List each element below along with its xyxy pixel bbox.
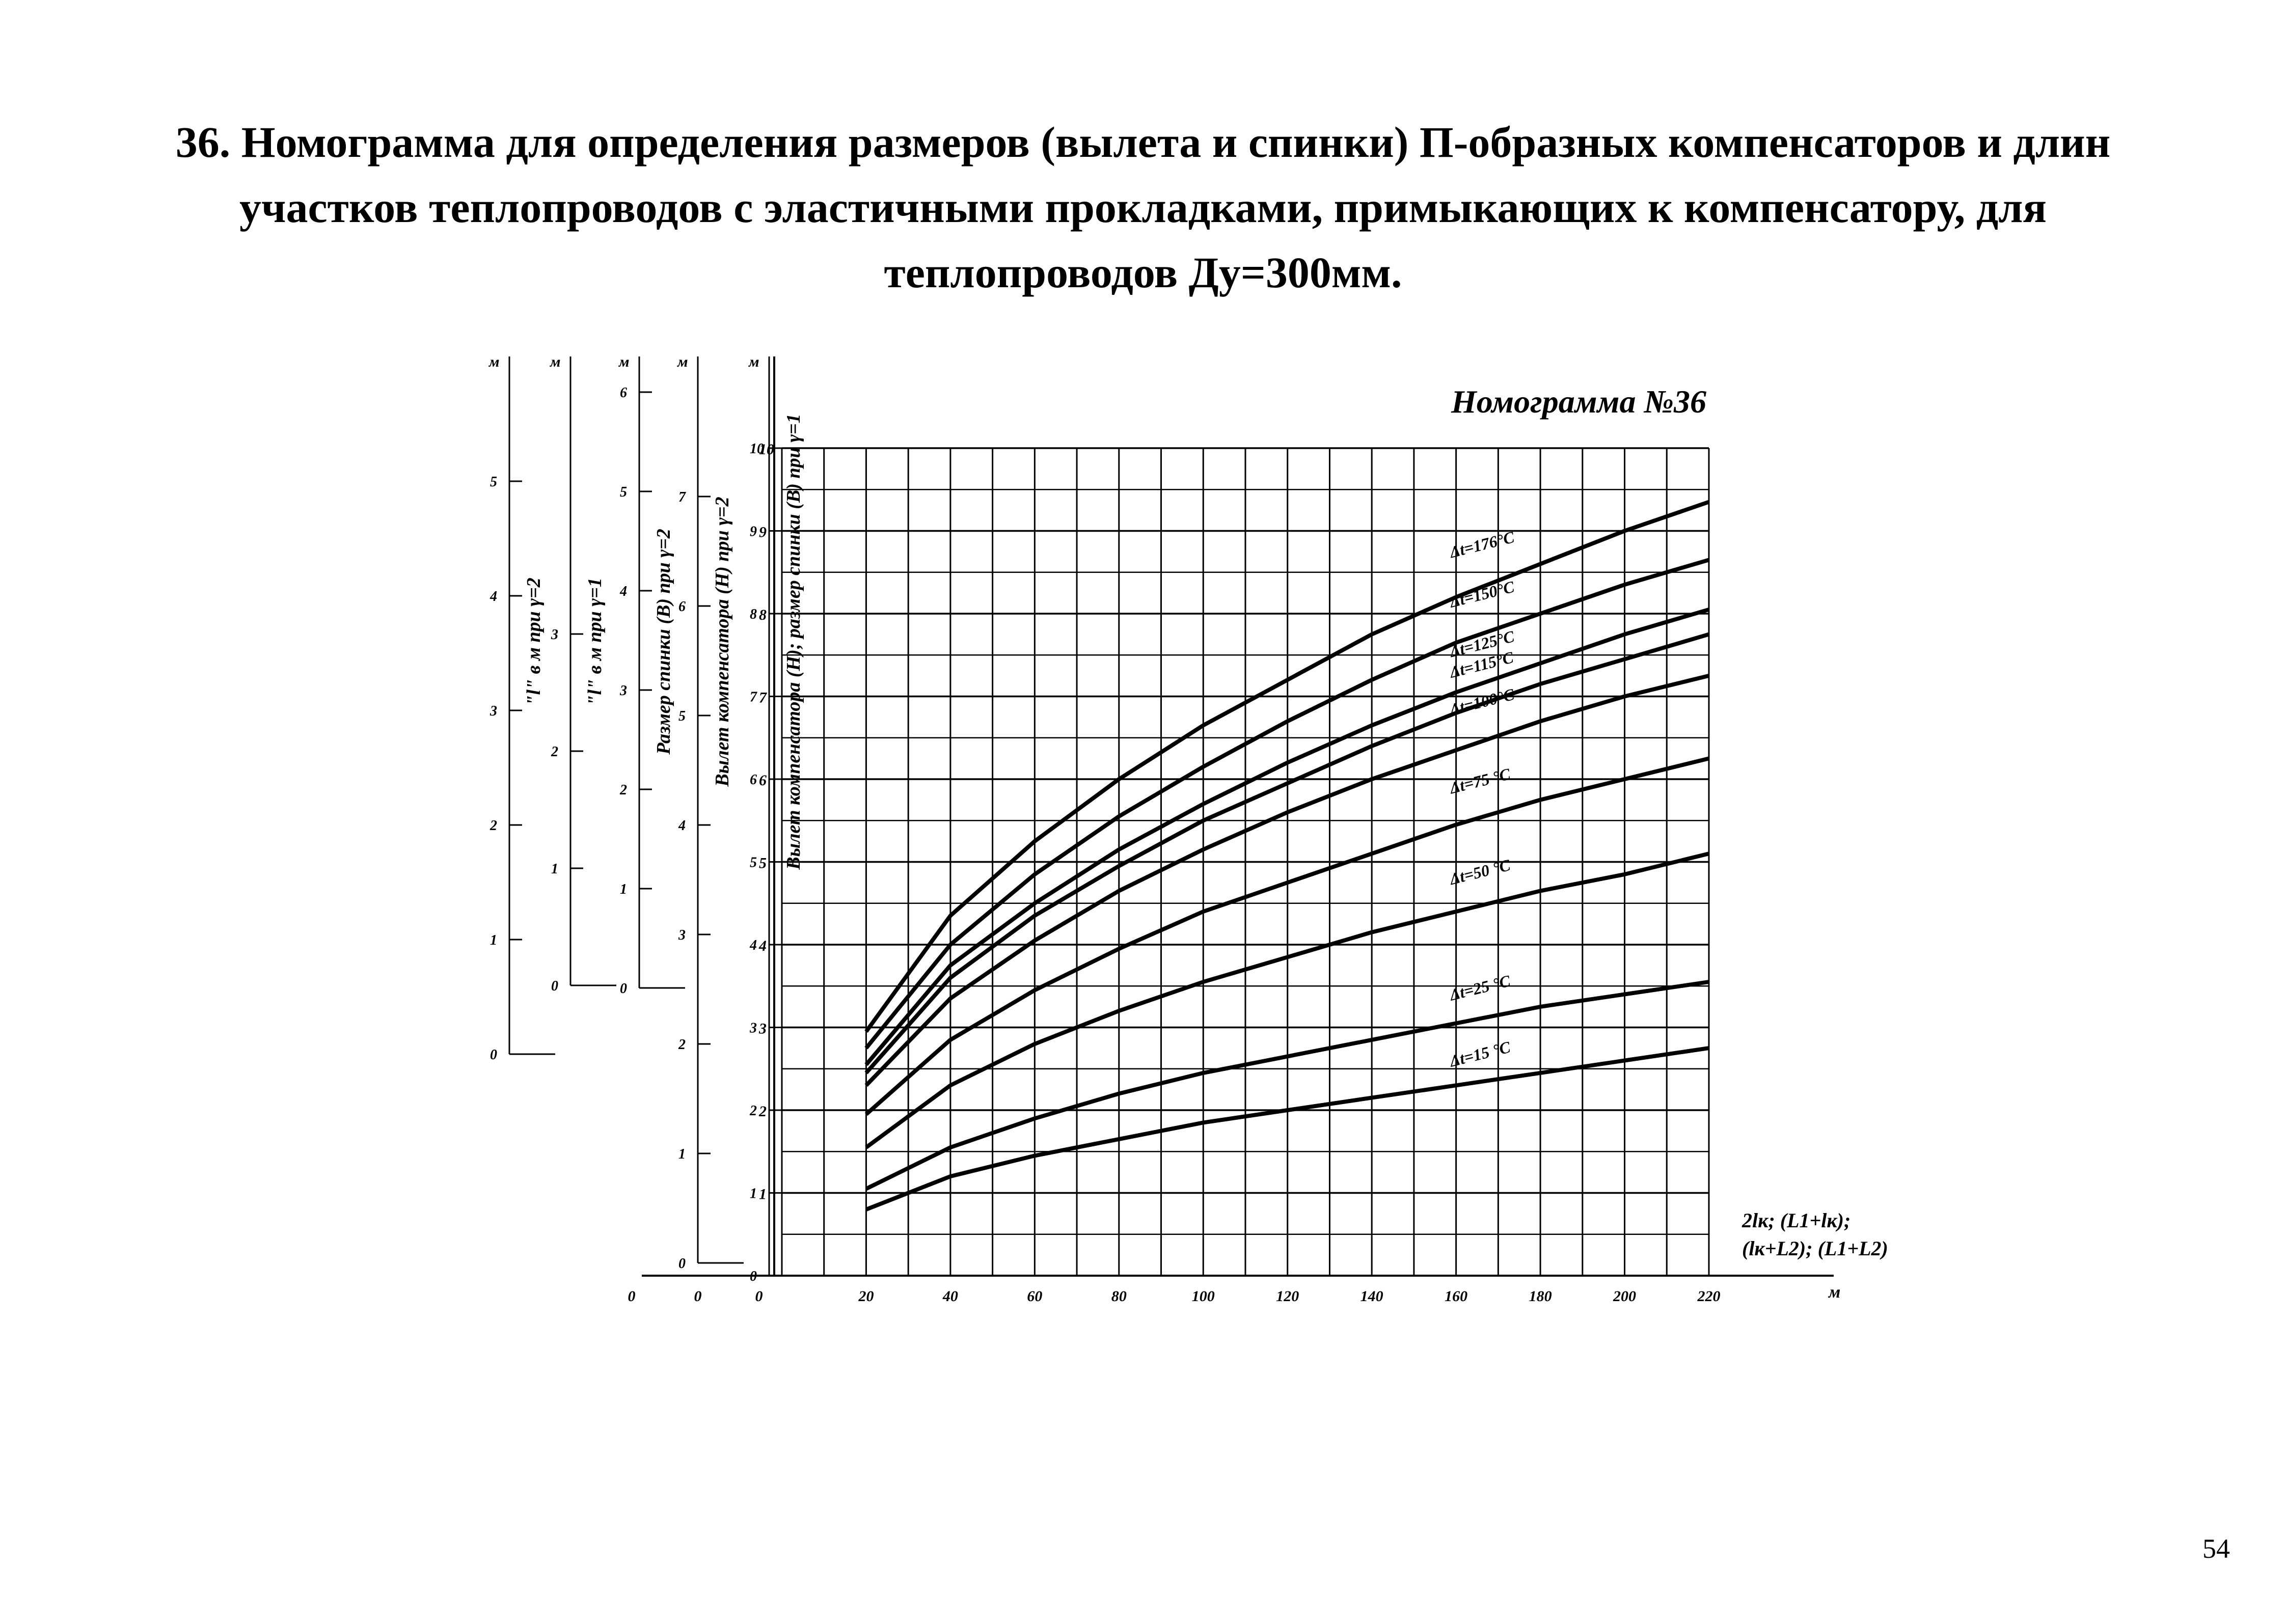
aux-tick-label: 10 (750, 441, 764, 457)
series-label: Δt=150°C (1447, 577, 1516, 611)
x-tick-label: 20 (858, 1288, 874, 1305)
series-line (865, 851, 1709, 1149)
aux-tick-label: 1 (750, 1186, 757, 1202)
aux-scale-unit: м (618, 353, 630, 370)
x-tick-label: 80 (1111, 1288, 1127, 1305)
aux-tick-label: 4 (749, 938, 757, 953)
aux-tick-label: 1 (678, 1146, 686, 1162)
y-tick-label: 5 (759, 855, 767, 872)
aux-scale-label: Размер спинки (B) при γ=2 (653, 529, 674, 755)
aux-tick-label: 4 (489, 589, 497, 604)
aux-tick-label: 4 (619, 584, 627, 599)
x-tick-label: 100 (1192, 1288, 1215, 1305)
aux-tick-label: 9 (750, 524, 757, 540)
chart-title: Номограмма №36 (1451, 383, 1706, 420)
x-tick-label: 120 (1276, 1288, 1299, 1305)
aux-tick-label: 2 (749, 1103, 757, 1119)
aux-tick-label: 0 (551, 978, 558, 994)
title-line-2: участков теплопроводов с эластичными про… (239, 183, 2047, 232)
title-line-3: теплопроводов Ду=300мм. (884, 248, 1402, 297)
y-tick-label: 7 (759, 690, 767, 706)
x-tick-label: 160 (1445, 1288, 1467, 1305)
aux-tick-label: 3 (749, 1021, 757, 1036)
x-zero-label: 0 (755, 1288, 763, 1305)
aux-tick-label: 2 (551, 744, 558, 760)
y-tick-label: 8 (759, 607, 767, 623)
x-axis-label-line1: 2lк; (L1+lк); (1741, 1209, 1850, 1232)
aux-tick-label: 1 (551, 861, 558, 877)
x-axis-label-line2: (lк+L2); (L1+L2) (1742, 1237, 1888, 1260)
x-tick-label: 180 (1529, 1288, 1552, 1305)
series-line (865, 1046, 1709, 1212)
aux-tick-label: 0 (750, 1269, 757, 1284)
title-line-1: 36. Номограмма для определения размеров … (175, 118, 2111, 167)
aux-scale-label: Вылет компенсатора (H) при γ=2 (712, 497, 733, 787)
series-line (864, 608, 1710, 1066)
aux-tick-label: 3 (678, 927, 686, 943)
aux-tick-label: 5 (678, 708, 686, 724)
series-label: Δt=176°C (1447, 528, 1516, 562)
x-axis-unit: м (1828, 1283, 1840, 1302)
series-line (864, 674, 1709, 1087)
aux-tick-label: 5 (490, 474, 497, 490)
x-zero-label: 0 (628, 1288, 636, 1305)
x-tick-label: 200 (1613, 1288, 1636, 1305)
aux-scale-unit: м (676, 353, 688, 370)
series-line (864, 558, 1710, 1050)
aux-tick-label: 0 (620, 981, 627, 997)
aux-tick-label: 0 (490, 1047, 497, 1063)
x-zero-label: 0 (694, 1288, 702, 1305)
series-line (864, 632, 1710, 1075)
aux-tick-label: 1 (490, 932, 497, 948)
aux-tick-label: 6 (678, 599, 686, 615)
x-tick-label: 140 (1360, 1288, 1383, 1305)
aux-scale-label: "l" в м при γ=2 (523, 577, 545, 706)
y-tick-label: 10 (759, 441, 774, 458)
aux-tick-label: 6 (620, 385, 627, 401)
y-tick-label: 1 (759, 1186, 767, 1203)
aux-tick-label: 5 (620, 484, 627, 500)
aux-scale-unit: м (549, 353, 561, 370)
aux-tick-label: 5 (750, 855, 757, 871)
y-tick-label: 4 (758, 938, 767, 954)
series-line (865, 980, 1709, 1191)
aux-scale-label: "l" в м при γ=1 (584, 577, 606, 706)
aux-tick-label: 7 (750, 690, 757, 705)
aux-tick-label: 2 (678, 1037, 686, 1053)
aux-tick-label: 6 (750, 772, 757, 788)
series-line (864, 756, 1709, 1116)
y-tick-label: 2 (758, 1103, 767, 1120)
x-tick-label: 220 (1697, 1288, 1721, 1305)
aux-tick-label: 2 (489, 818, 497, 834)
series-line (864, 500, 1710, 1033)
aux-tick-label: 3 (551, 627, 558, 643)
aux-tick-label: 1 (620, 882, 627, 897)
y-tick-label: 9 (759, 524, 767, 541)
aux-tick-label: 3 (489, 703, 497, 719)
y-tick-label: 6 (759, 772, 767, 789)
aux-scale-unit: м (488, 353, 500, 370)
aux-scale-unit: м (748, 353, 759, 370)
x-tick-label: 40 (942, 1288, 958, 1305)
aux-tick-label: 2 (619, 782, 627, 798)
aux-scale-label: Вылет компенсатора (H); размер спинки (B… (783, 414, 804, 870)
aux-tick-label: 8 (750, 607, 757, 622)
y-tick-label: 3 (758, 1021, 767, 1037)
x-tick-label: 60 (1027, 1288, 1042, 1305)
aux-tick-label: 3 (619, 683, 627, 699)
aux-tick-label: 4 (678, 818, 686, 834)
page-title: 36. Номограмма для определения размеров … (0, 109, 2286, 305)
page-number: 54 (2202, 1533, 2230, 1564)
aux-tick-label: 7 (678, 489, 686, 505)
aux-tick-label: 0 (678, 1256, 686, 1272)
